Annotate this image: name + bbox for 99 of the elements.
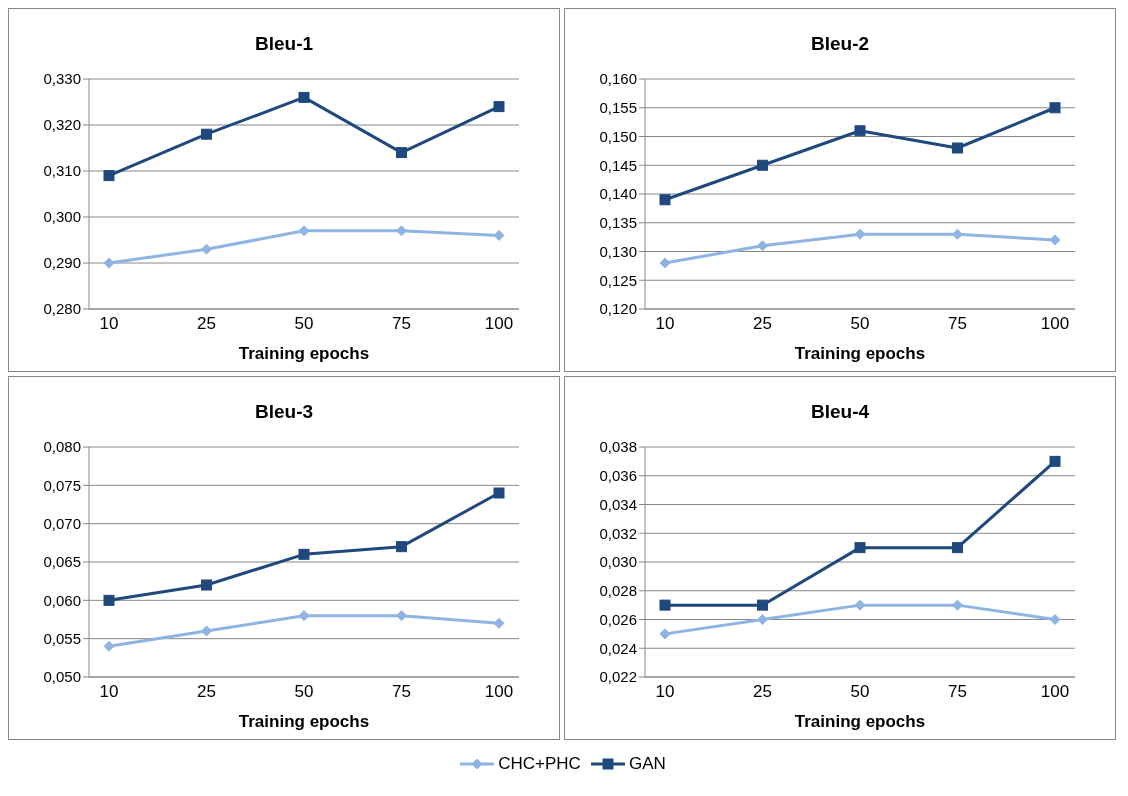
y-tick-label: 0,320 xyxy=(43,116,81,134)
point xyxy=(493,229,505,241)
x-axis-title: Training epochs xyxy=(794,712,926,731)
point xyxy=(854,125,866,137)
y-tick-label: 0,160 xyxy=(599,70,637,88)
point xyxy=(659,257,671,269)
x-tick-label: 25 xyxy=(753,314,772,334)
chart-title: Bleu-2 xyxy=(809,33,871,56)
x-tick-label: 10 xyxy=(655,682,675,702)
y-tick-label: 0,120 xyxy=(599,300,637,318)
x-tick-label: 10 xyxy=(99,682,119,702)
y-tick-label: 0,140 xyxy=(599,185,637,203)
legend-label: GAN xyxy=(628,754,666,774)
y-tick-label: 0,034 xyxy=(599,495,637,513)
y-tick-label: 0,030 xyxy=(599,553,637,571)
point xyxy=(1049,455,1061,467)
y-tick-label: 0,065 xyxy=(43,553,81,571)
x-tick-label: 100 xyxy=(1040,682,1070,702)
x-tick-label: 25 xyxy=(197,314,216,334)
point xyxy=(952,599,963,611)
point xyxy=(201,625,212,637)
x-axis-title: Training epochs xyxy=(794,344,926,363)
x-tick-label: 100 xyxy=(1040,314,1070,334)
x-tick-label: 50 xyxy=(294,682,314,702)
y-tick-label: 0,155 xyxy=(599,99,637,117)
point xyxy=(659,628,671,640)
x-tick-label: 75 xyxy=(948,682,967,702)
point xyxy=(757,159,768,171)
point xyxy=(396,225,407,237)
x-tick-label: 25 xyxy=(197,682,216,702)
point xyxy=(757,240,768,252)
x-tick-label: 50 xyxy=(850,682,870,702)
y-tick-label: 0,070 xyxy=(43,514,81,532)
point xyxy=(757,614,768,625)
y-tick-label: 0,050 xyxy=(43,668,81,686)
x-tick-label: 100 xyxy=(484,314,514,334)
x-tick-label: 75 xyxy=(392,314,411,334)
y-tick-label: 0,032 xyxy=(599,524,637,542)
point xyxy=(298,548,310,560)
point xyxy=(952,142,963,154)
x-axis-title: Training epochs xyxy=(238,712,370,731)
point xyxy=(396,147,407,159)
point xyxy=(854,542,866,554)
y-tick-label: 0,080 xyxy=(43,438,81,456)
y-tick-label: 0,125 xyxy=(599,271,637,289)
x-axis-title: Training epochs xyxy=(238,344,370,363)
x-tick-label: 75 xyxy=(948,314,967,334)
y-tick-label: 0,060 xyxy=(43,591,81,609)
y-tick-label: 0,135 xyxy=(599,214,637,232)
point xyxy=(298,610,310,622)
point xyxy=(659,599,671,611)
point xyxy=(659,194,671,206)
y-tick-label: 0,024 xyxy=(599,639,637,657)
y-tick-label: 0,028 xyxy=(599,582,637,600)
point xyxy=(493,101,505,113)
legend-label: CHC+PHC xyxy=(498,754,581,774)
y-tick-label: 0,300 xyxy=(43,208,81,226)
point xyxy=(103,170,115,182)
chart-title: Bleu-3 xyxy=(253,401,315,424)
x-tick-label: 100 xyxy=(484,682,514,702)
point xyxy=(952,228,963,240)
point xyxy=(298,225,310,237)
y-tick-label: 0,130 xyxy=(599,242,637,260)
point xyxy=(103,594,115,606)
point xyxy=(201,579,212,591)
point xyxy=(854,228,866,240)
y-tick-label: 0,036 xyxy=(599,467,637,485)
y-tick-label: 0,075 xyxy=(43,476,81,494)
chart-title: Bleu-4 xyxy=(809,401,871,424)
x-tick-label: 10 xyxy=(655,314,675,334)
y-tick-label: 0,038 xyxy=(599,438,637,456)
x-tick-label: 10 xyxy=(99,314,119,334)
point xyxy=(493,487,505,499)
y-tick-label: 0,310 xyxy=(43,162,81,180)
y-tick-label: 0,150 xyxy=(599,127,637,145)
point xyxy=(298,91,310,103)
point xyxy=(952,542,963,554)
y-tick-label: 0,022 xyxy=(599,668,637,686)
point xyxy=(1049,614,1061,625)
x-tick-label: 75 xyxy=(392,682,411,702)
y-tick-label: 0,330 xyxy=(43,70,81,88)
y-tick-label: 0,290 xyxy=(43,254,81,272)
point xyxy=(201,243,212,255)
y-tick-label: 0,055 xyxy=(43,629,81,647)
y-tick-label: 0,026 xyxy=(599,610,637,628)
point xyxy=(396,610,407,622)
x-tick-label: 50 xyxy=(850,314,870,334)
point xyxy=(103,257,115,269)
point xyxy=(757,599,768,611)
point xyxy=(493,617,505,629)
y-tick-label: 0,145 xyxy=(599,156,637,174)
point xyxy=(396,541,407,553)
chart-title: Bleu-1 xyxy=(253,33,315,56)
point xyxy=(1049,102,1061,114)
point xyxy=(201,128,212,140)
x-tick-label: 50 xyxy=(294,314,314,334)
y-tick-label: 0,280 xyxy=(43,300,81,318)
point xyxy=(103,640,115,652)
x-tick-label: 25 xyxy=(753,682,772,702)
